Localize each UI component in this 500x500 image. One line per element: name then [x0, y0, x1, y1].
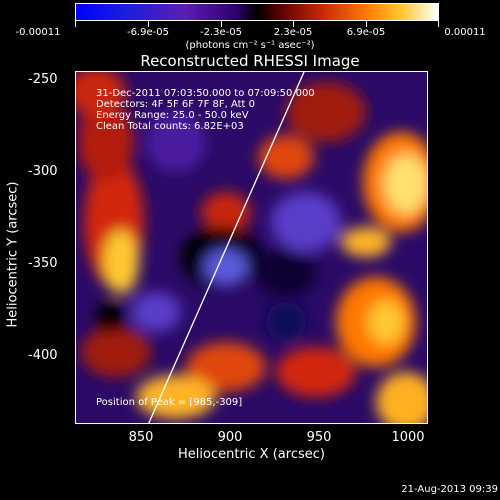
y-tick-label: -400: [28, 348, 58, 363]
colorbar-tick: [438, 21, 439, 27]
y-tick-label: -300: [28, 164, 58, 179]
colorbar-tick: [221, 21, 222, 27]
y-axis-label: Heliocentric Y (arcsec): [5, 181, 21, 328]
image-canvas: [76, 72, 427, 423]
colorbar-label: 0.00011: [444, 27, 486, 38]
colorbar-tick: [148, 21, 149, 27]
info-peak-position: Position of Peak = [985,-309]: [96, 397, 243, 408]
colorbar-tick: [366, 21, 367, 27]
x-axis-label: Heliocentric X (arcsec): [178, 447, 325, 462]
colorbar-tick: [75, 21, 76, 27]
y-tick-label: -250: [28, 72, 58, 87]
y-tick-label: -350: [28, 256, 58, 271]
colorbar-label: -6.9e-05: [127, 27, 169, 38]
colorbar-units: (photons cm⁻² s⁻¹ asec⁻²): [185, 40, 315, 51]
colorbar: [75, 3, 439, 21]
colorbar-label: -2.3e-05: [200, 27, 242, 38]
timestamp: 21-Aug-2013 09:39: [401, 484, 498, 495]
rhessi-image: 31-Dec-2011 07:03:50.000 to 07:09:50.000…: [75, 71, 428, 424]
limb-line: [148, 72, 305, 423]
info-clean-counts: Clean Total counts: 6.82E+03: [96, 121, 244, 132]
colorbar-label: 2.3e-05: [273, 27, 313, 38]
info-time-range: 31-Dec-2011 07:03:50.000 to 07:09:50.000: [96, 88, 315, 99]
x-tick-label: 1000: [391, 430, 425, 445]
x-tick-label: 850: [128, 430, 154, 445]
info-energy-range: Energy Range: 25.0 - 50.0 keV: [96, 110, 249, 121]
info-detectors: Detectors: 4F 5F 6F 7F 8F, Att 0: [96, 99, 256, 110]
plot-title: Reconstructed RHESSI Image: [140, 52, 360, 70]
colorbar-label: -0.00011: [15, 27, 61, 38]
x-tick-label: 900: [217, 430, 243, 445]
colorbar-label: 6.9e-05: [346, 27, 386, 38]
colorbar-tick: [293, 21, 294, 27]
x-tick-label: 950: [306, 430, 332, 445]
